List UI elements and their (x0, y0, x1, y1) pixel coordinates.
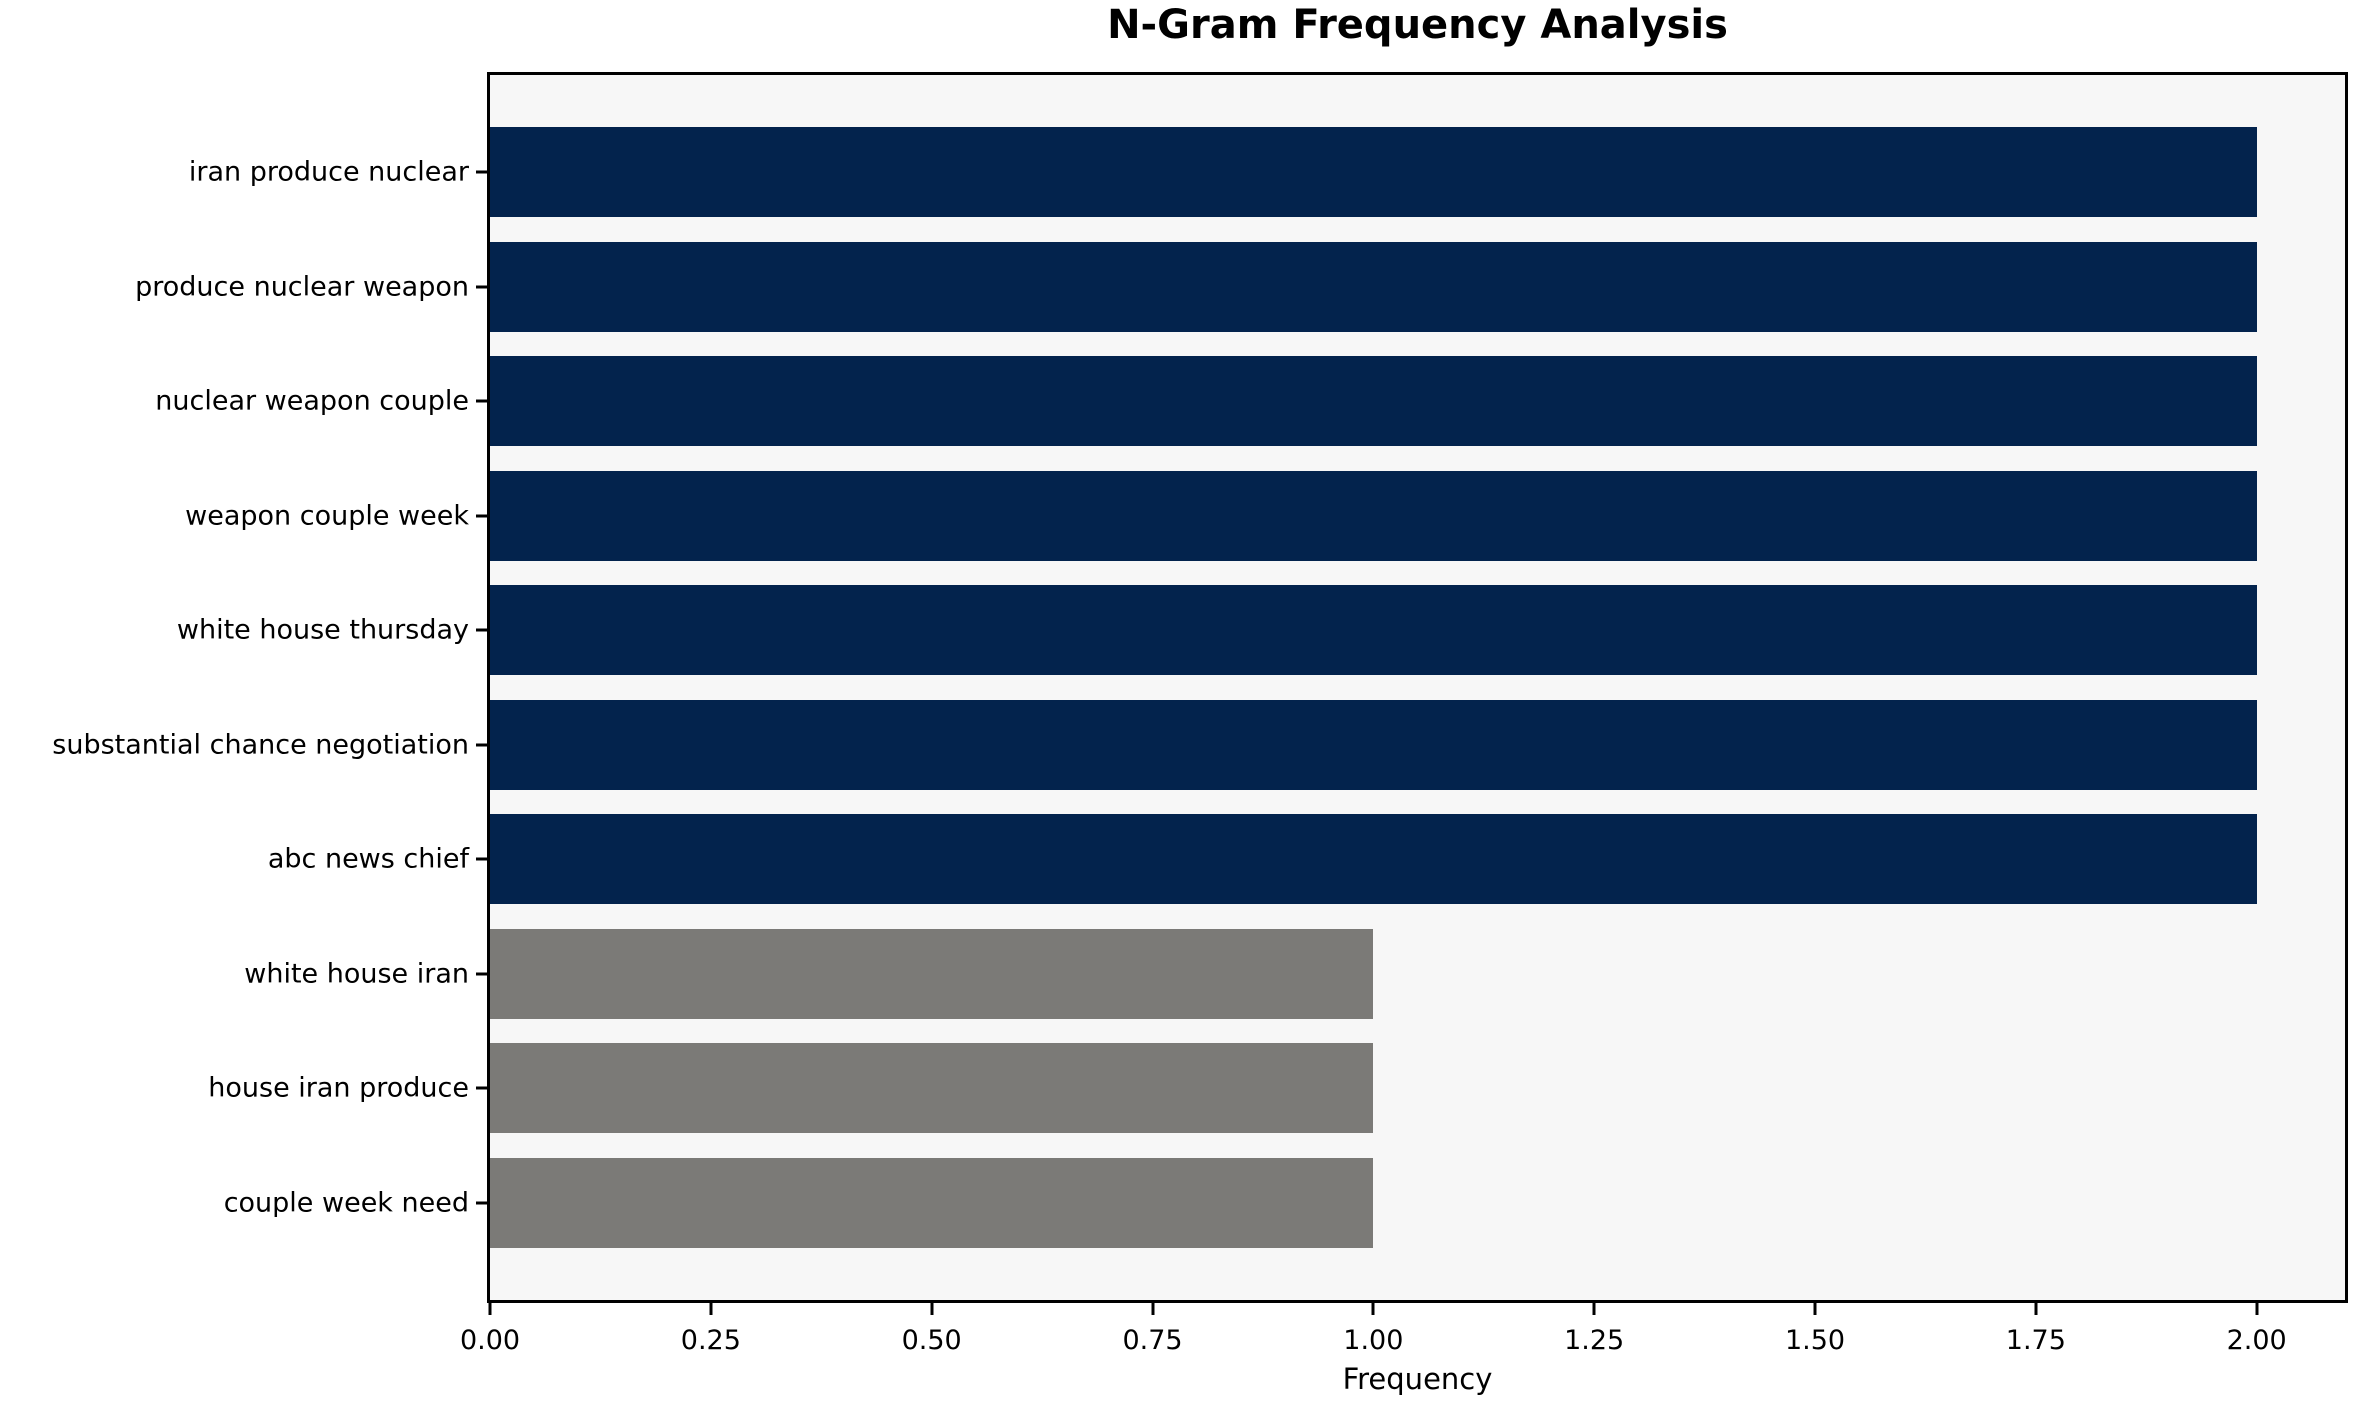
bar-weapon-couple-week (490, 470, 2257, 561)
plot-area (487, 72, 2348, 1303)
x-tick-mark (2255, 1303, 2259, 1315)
x-tick-label: 2.00 (2226, 1325, 2287, 1356)
x-tick-label: 0.75 (1122, 1325, 1183, 1356)
x-tick-label: 0.50 (901, 1325, 962, 1356)
y-tick-label: iran produce nuclear (188, 156, 469, 188)
bar-couple-week-need (490, 1157, 1374, 1248)
x-tick-mark (1151, 1303, 1154, 1315)
x-axis-title: Frequency (1342, 1362, 1493, 1396)
y-tick-label: produce nuclear weapon (135, 271, 469, 302)
bar-abc-news-chief (490, 814, 2257, 904)
bar-white-house-thursday (490, 585, 2257, 675)
y-tick-mark (476, 743, 487, 746)
y-tick-mark (476, 514, 487, 517)
y-tick-mark (476, 399, 487, 403)
y-tick-mark (476, 285, 487, 288)
y-tick-mark (476, 1086, 487, 1090)
bar-substantial-chance-negotiation (490, 699, 2257, 790)
y-tick-mark (476, 1201, 487, 1204)
x-tick-mark (1813, 1303, 1817, 1315)
x-tick-mark (709, 1303, 713, 1315)
y-tick-mark (476, 857, 487, 861)
y-tick-label: house iran produce (208, 1072, 469, 1104)
x-tick-mark (488, 1303, 492, 1315)
x-tick-mark (1592, 1303, 1596, 1315)
x-tick-mark (930, 1303, 934, 1315)
bar-produce-nuclear-weapon (490, 241, 2257, 332)
x-tick-label: 0.00 (459, 1325, 521, 1356)
x-tick-mark (2034, 1303, 2038, 1315)
bar-nuclear-weapon-couple (490, 356, 2257, 446)
x-tick-label: 0.25 (680, 1325, 741, 1356)
y-tick-label: abc news chief (267, 843, 469, 875)
y-tick-mark (476, 972, 487, 975)
x-tick-mark (1371, 1303, 1375, 1315)
bar-iran-produce-nuclear (490, 127, 2257, 217)
y-tick-mark (476, 170, 487, 174)
y-tick-label: substantial chance negotiation (52, 729, 469, 760)
y-tick-label: nuclear weapon couple (155, 385, 469, 417)
y-tick-label: white house iran (244, 958, 469, 989)
x-tick-label: 1.75 (2005, 1325, 2066, 1356)
y-tick-label: white house thursday (176, 614, 469, 646)
x-tick-label: 1.00 (1343, 1325, 1404, 1356)
y-tick-label: couple week need (223, 1187, 469, 1218)
bar-white-house-iran (490, 928, 1374, 1019)
y-tick-mark (476, 628, 487, 632)
y-tick-label: weapon couple week (185, 500, 469, 531)
bar-house-iran-produce (490, 1043, 1374, 1133)
chart-title: N-Gram Frequency Analysis (1107, 2, 1728, 48)
x-tick-label: 1.25 (1564, 1325, 1625, 1356)
x-tick-label: 1.50 (1784, 1325, 1846, 1356)
